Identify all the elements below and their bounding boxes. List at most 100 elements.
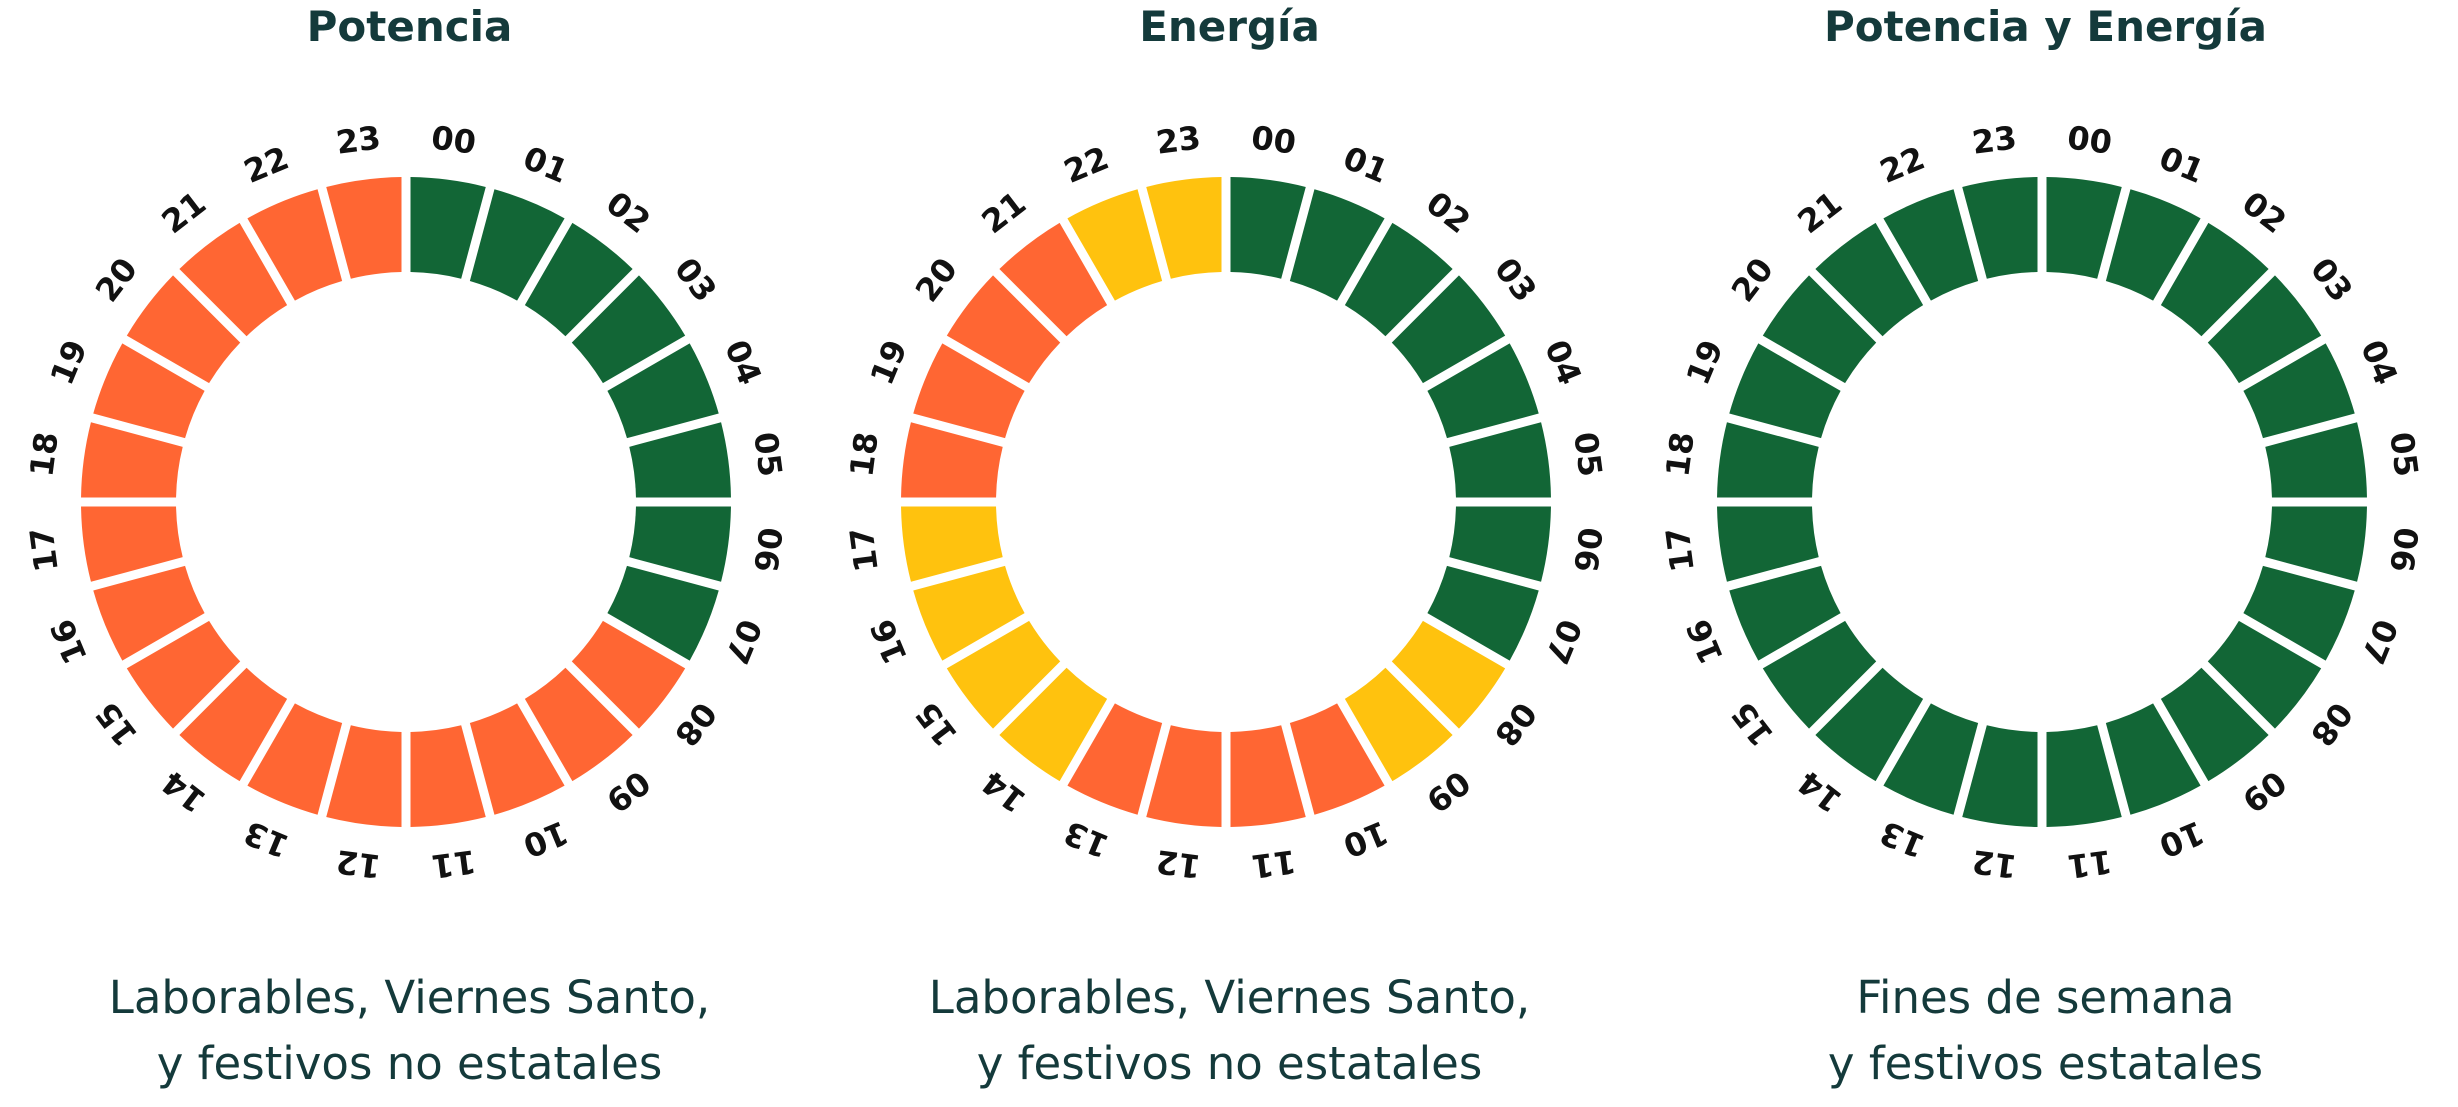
hour-label-22: 22: [238, 139, 294, 191]
hour-label-23: 23: [334, 118, 383, 161]
hour-label-15: 15: [1724, 695, 1781, 753]
hour-label-07: 07: [2353, 614, 2405, 670]
hour-label-16: 16: [43, 614, 95, 670]
hour-segment-07: [607, 565, 719, 661]
hour-label-13: 13: [238, 813, 294, 865]
panel-title: Potencia y Energía: [1824, 2, 2267, 51]
hour-label-04: 04: [717, 334, 769, 390]
hour-segment-15: [946, 620, 1061, 729]
hour-label-01: 01: [1338, 139, 1394, 191]
hour-segment-19: [1729, 343, 1841, 439]
hour-label-17: 17: [22, 525, 65, 574]
hour-label-11: 11: [2065, 842, 2114, 885]
hour-label-16: 16: [863, 614, 915, 670]
hour-segment-04: [2243, 343, 2355, 439]
hour-segment-03: [1391, 275, 1506, 384]
hour-label-14: 14: [975, 763, 1033, 820]
hour-segment-11: [1230, 725, 1306, 827]
hour-label-11: 11: [1249, 842, 1298, 885]
hour-segment-13: [1067, 703, 1163, 815]
hour-label-19: 19: [863, 334, 915, 390]
hour-segment-22: [1883, 189, 1979, 301]
hour-label-09: 09: [599, 763, 657, 820]
hour-label-19: 19: [1679, 334, 1731, 390]
hour-segment-16: [93, 565, 205, 661]
hour-segment-19: [93, 343, 205, 439]
hour-segment-11: [2046, 725, 2122, 827]
hour-label-01: 01: [518, 139, 574, 191]
hour-segment-16: [913, 565, 1025, 661]
hour-segment-18: [81, 422, 183, 498]
hour-segment-14: [1815, 667, 1924, 782]
hour-label-16: 16: [1679, 614, 1731, 670]
panel-potencia-y-energia: Potencia y Energía 00 01 02 03 04 05 06 07 08 09 1…: [1636, 0, 2455, 1107]
hour-segment-05: [1449, 422, 1551, 498]
hour-label-05: 05: [746, 430, 789, 479]
hour-segment-22: [247, 189, 343, 301]
hour-label-10: 10: [2154, 813, 2210, 865]
hour-segment-16: [1729, 565, 1841, 661]
panel-energia: Energía 00 01 02 03 04 05 06 07 08 09 10 11 12 13 14 15…: [820, 0, 1639, 1107]
hour-label-12: 12: [1970, 842, 2019, 885]
hour-label-04: 04: [1537, 334, 1589, 390]
hour-label-09: 09: [1419, 763, 1477, 820]
hour-segment-01: [469, 189, 565, 301]
hour-segment-23: [1962, 177, 2038, 279]
panel-caption: Laborables, Viernes Santo, y festivos no…: [0, 965, 819, 1097]
hour-label-03: 03: [2303, 251, 2360, 309]
hour-segment-02: [1344, 222, 1453, 337]
hour-segment-12: [1962, 725, 2038, 827]
hour-segment-10: [2105, 703, 2201, 815]
hour-segment-15: [1762, 620, 1877, 729]
hour-segment-23: [326, 177, 402, 279]
hour-segment-05: [2265, 422, 2367, 498]
hour-label-21: 21: [155, 184, 213, 241]
hour-segment-17: [1717, 506, 1819, 582]
hour-segment-21: [179, 222, 288, 337]
hour-label-20: 20: [908, 251, 965, 309]
hour-label-02: 02: [2235, 184, 2293, 241]
hour-segment-04: [1427, 343, 1539, 439]
caption-line-2: y festivos estatales: [1827, 1037, 2264, 1090]
panel-caption: Fines de semana y festivos estatales: [1636, 965, 2455, 1097]
hour-label-02: 02: [599, 184, 657, 241]
hour-label-15: 15: [88, 695, 145, 753]
hour-label-04: 04: [2353, 334, 2405, 390]
hour-label-10: 10: [518, 813, 574, 865]
hour-label-00: 00: [2065, 118, 2114, 161]
hour-segment-03: [571, 275, 686, 384]
hour-segment-06: [1449, 506, 1551, 582]
hour-label-23: 23: [1970, 118, 2019, 161]
hour-label-00: 00: [429, 118, 478, 161]
hour-segment-00: [2046, 177, 2122, 279]
hour-segment-05: [629, 422, 731, 498]
hour-label-13: 13: [1058, 813, 1114, 865]
hour-label-12: 12: [1154, 842, 1203, 885]
hour-label-11: 11: [429, 842, 478, 885]
hour-segment-01: [2105, 189, 2201, 301]
hour-segment-21: [999, 222, 1108, 337]
hour-segment-14: [999, 667, 1108, 782]
hour-label-07: 07: [1537, 614, 1589, 670]
hour-label-22: 22: [1058, 139, 1114, 191]
hour-label-06: 06: [746, 525, 789, 574]
hour-label-14: 14: [155, 763, 213, 820]
caption-line-2: y festivos no estatales: [976, 1037, 1483, 1090]
hour-label-06: 06: [1566, 525, 1609, 574]
hour-label-05: 05: [1566, 430, 1609, 479]
hour-segment-19: [913, 343, 1025, 439]
hour-segment-02: [2160, 222, 2269, 337]
hour-segment-07: [1427, 565, 1539, 661]
panel-title: Energía: [1139, 2, 1320, 51]
hour-segment-17: [901, 506, 1003, 582]
hour-segment-12: [1146, 725, 1222, 827]
hour-label-19: 19: [43, 334, 95, 390]
hour-label-08: 08: [667, 695, 724, 753]
hour-label-18: 18: [1658, 430, 1701, 479]
hour-label-07: 07: [717, 614, 769, 670]
hour-segment-08: [2207, 620, 2322, 729]
panel-potencia: Potencia 00 01 02 03 04 05 06 07 08 09 10 11 12 13 14 1…: [0, 0, 819, 1107]
hour-label-08: 08: [1487, 695, 1544, 753]
hour-segment-07: [2243, 565, 2355, 661]
hour-label-20: 20: [88, 251, 145, 309]
